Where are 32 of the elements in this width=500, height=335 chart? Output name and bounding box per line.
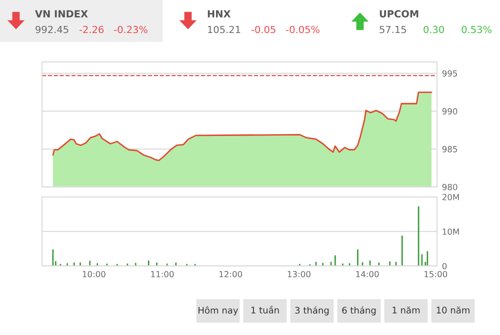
x-tick-label: 12:00 <box>220 271 242 278</box>
text: -0.23% <box>114 26 148 34</box>
text: 0.30 <box>424 26 444 34</box>
line-series <box>52 92 432 162</box>
y-tick-label: 990 <box>442 108 458 114</box>
text: 1 năm <box>392 306 420 314</box>
text: UPCOM <box>380 10 418 18</box>
y-tick-label: 20M <box>442 194 459 200</box>
y-tick-label: 0 <box>442 262 447 270</box>
text: 6 tháng <box>342 306 376 316</box>
text: 105.21 <box>208 26 240 34</box>
x-tick-label: 15:00 <box>424 271 448 278</box>
text: 57.15 <box>380 26 406 34</box>
text: 3 tháng <box>295 306 329 316</box>
text: VN INDEX <box>35 10 88 18</box>
text: 992.45 <box>36 26 68 34</box>
text: -0.05 <box>251 26 276 34</box>
y-tick-label: 985 <box>442 146 458 152</box>
x-tick-label: 11:00 <box>151 271 174 278</box>
text: -2.26 <box>79 26 104 34</box>
x-tick-label: 14:00 <box>356 271 379 278</box>
text: -0.05% <box>286 26 320 34</box>
y-tick-label: 980 <box>442 184 458 190</box>
x-tick-label: 13:00 <box>288 271 310 278</box>
y-tick-label: 995 <box>442 70 458 77</box>
text: 1 tuần <box>251 306 279 314</box>
text: 10 năm <box>436 306 470 314</box>
x-tick-label: 10:00 <box>82 271 106 278</box>
text: 0.53% <box>462 26 492 34</box>
text: HNX <box>208 10 231 18</box>
y-tick-label: 10M <box>442 228 459 235</box>
text: Hôm nay <box>198 306 238 316</box>
